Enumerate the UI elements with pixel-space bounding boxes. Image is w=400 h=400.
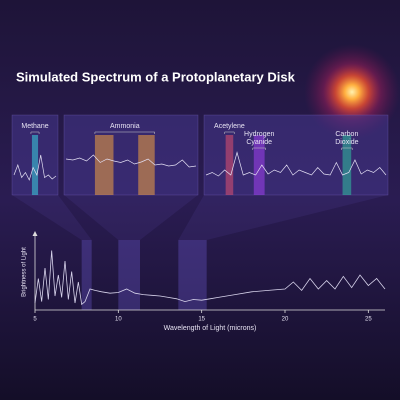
molecule-label: Carbon <box>335 131 358 138</box>
molecule-label: Ammonia <box>110 123 140 130</box>
x-tick-label: 15 <box>198 317 205 323</box>
molecule-band <box>31 135 39 195</box>
molecule-band <box>253 135 265 195</box>
molecule-band <box>225 135 234 195</box>
zoom-column <box>178 240 207 310</box>
zoom-connector <box>64 195 198 240</box>
zoom-connector <box>12 195 92 240</box>
inset-spectrum <box>13 154 57 181</box>
x-tick-label: 5 <box>33 317 37 323</box>
molecule-label: Methane <box>21 123 48 130</box>
label-bracket <box>341 147 353 150</box>
y-axis-label: Brightness of Light <box>22 247 28 297</box>
zoom-column <box>81 240 92 310</box>
inset-panel <box>63 114 199 196</box>
inset-spectrum <box>65 154 197 168</box>
x-tick-label: 10 <box>115 317 122 323</box>
molecule-label: Cyanide <box>246 139 272 146</box>
inset-spectrum <box>205 151 387 177</box>
label-bracket <box>224 131 235 134</box>
molecule-label: Acetylene <box>214 123 245 130</box>
zoom-column <box>118 240 140 310</box>
x-tick-label: 25 <box>365 317 372 323</box>
x-tick-label: 20 <box>282 317 289 323</box>
molecule-label: Hydrogen <box>244 131 274 138</box>
label-bracket <box>30 131 40 134</box>
label-bracket <box>94 131 155 134</box>
chart-title: Simulated Spectrum of a Protoplanetary D… <box>16 69 296 84</box>
molecule-band <box>342 135 352 195</box>
x-axis-label: Wavelength of Light (microns) <box>164 325 257 332</box>
molecule-band <box>138 135 155 195</box>
spectrum-line <box>34 250 386 306</box>
y-axis-arrow <box>32 231 38 236</box>
label-bracket <box>252 147 266 150</box>
inset-panel <box>203 114 389 196</box>
molecule-label: Dioxide <box>335 139 358 146</box>
zoom-connector <box>178 195 388 240</box>
molecule-band <box>94 135 114 195</box>
